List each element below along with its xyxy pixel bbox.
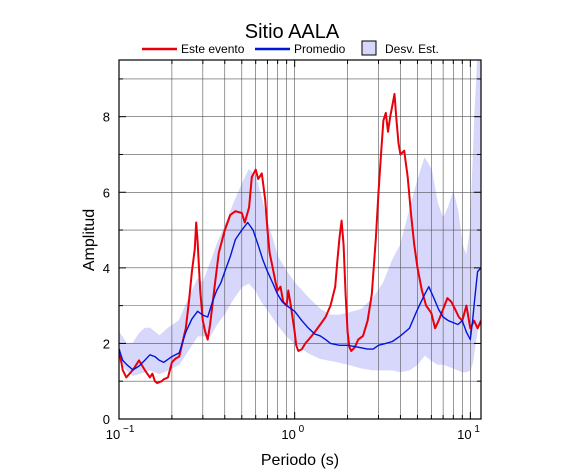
x-tick-exponent: 1: [474, 424, 480, 435]
x-tick-exponent: 0: [299, 424, 305, 435]
y-axis-title: Amplitud: [81, 209, 98, 271]
chart-title: Sitio AALA: [245, 21, 340, 43]
x-axis-title: Periodo (s): [261, 452, 339, 469]
legend-box-std: [361, 40, 377, 56]
legend-label-std: Desv. Est.: [385, 42, 439, 56]
y-tick-label: 6: [103, 185, 110, 200]
x-tick-label: 10: [457, 427, 471, 442]
y-tick-label: 0: [103, 412, 110, 427]
legend-label-mean: Promedio: [294, 42, 346, 56]
plot-frame: [118, 59, 482, 420]
std-band-area: [119, 60, 481, 376]
y-tick-label: 2: [103, 336, 110, 351]
grid-layer: [118, 60, 481, 420]
x-tick-label: 10: [281, 427, 295, 442]
std-band-upper: [119, 60, 481, 344]
x-tick-label: 10: [106, 427, 120, 442]
std-band-layer: [119, 60, 481, 377]
series-layer: [119, 93, 481, 385]
x-tick-exponent: −1: [123, 424, 135, 435]
series-line-event: [119, 93, 481, 385]
legend-label-event: Este evento: [181, 42, 245, 56]
y-tick-label: 8: [103, 110, 110, 125]
legend: Este evento Promedio Desv. Est.: [142, 40, 439, 56]
std-band-lower: [119, 282, 481, 377]
series-line-mean: [119, 221, 481, 371]
y-tick-label: 4: [103, 261, 110, 276]
